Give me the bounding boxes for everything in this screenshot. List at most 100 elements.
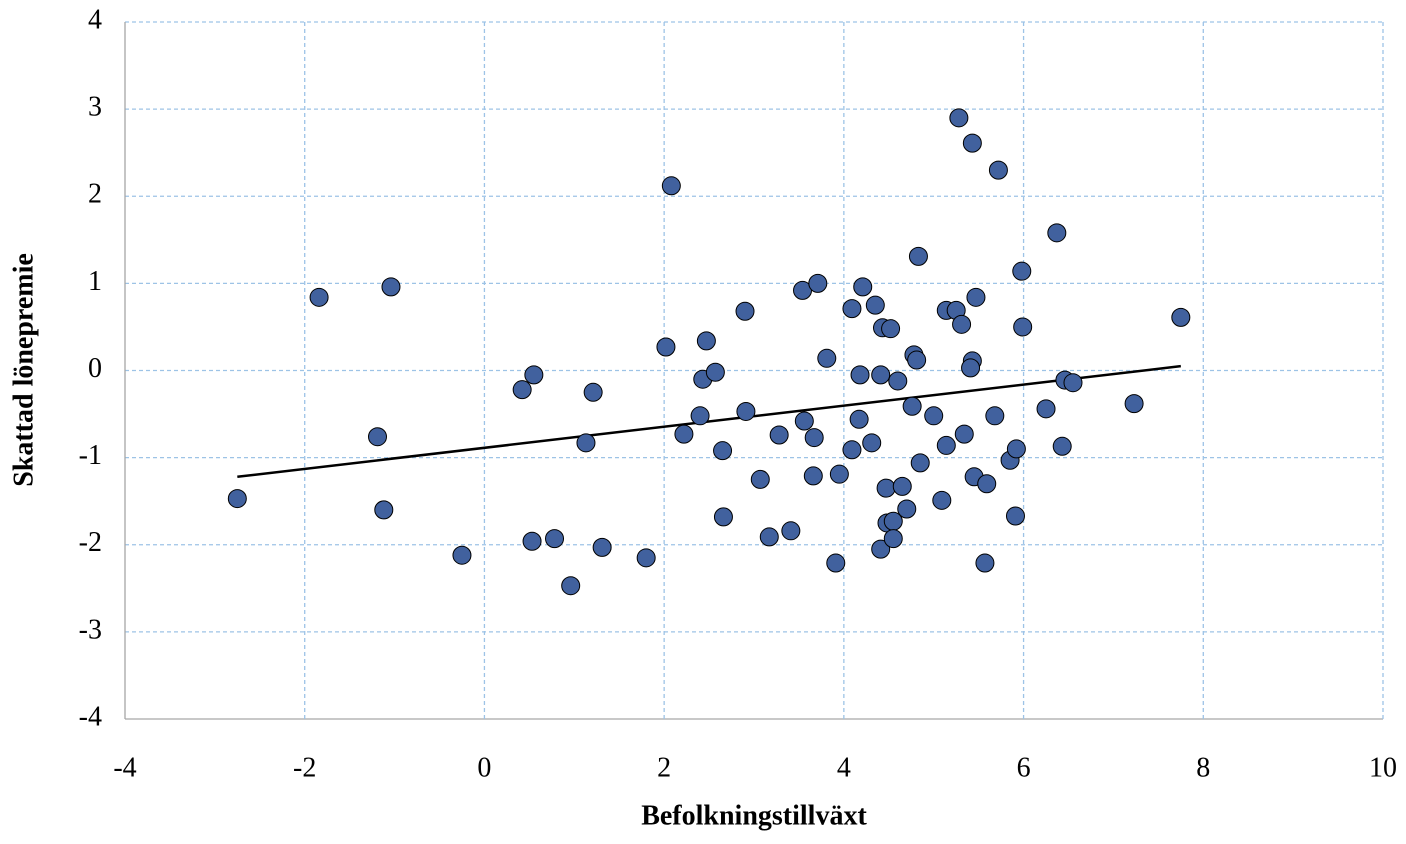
scatter-point (888, 371, 908, 391)
y-tick-label: -2 (79, 527, 102, 558)
scatter-point (865, 295, 885, 315)
scatter-point (512, 380, 532, 400)
scatter-point (949, 108, 969, 128)
scatter-point (524, 365, 544, 385)
x-tick-label: 0 (477, 752, 491, 783)
scatter-point (932, 490, 952, 510)
scatter-point (883, 529, 903, 549)
scatter-point (1052, 436, 1072, 456)
scatter-point (309, 287, 329, 307)
scatter-point (842, 440, 862, 460)
scatter-point (452, 545, 472, 565)
x-tick-label: 6 (1017, 752, 1031, 783)
scatter-point (583, 382, 603, 402)
x-tick-label: -2 (293, 752, 316, 783)
scatter-point (897, 499, 917, 519)
y-tick-label: 4 (88, 4, 102, 35)
scatter-point (871, 365, 891, 385)
scatter-point (954, 424, 974, 444)
x-tick-label: 10 (1369, 752, 1397, 783)
scatter-point (829, 464, 849, 484)
scatter-point (849, 409, 869, 429)
trendline (237, 364, 1181, 479)
scatter-point (936, 435, 956, 455)
scatter-point (656, 337, 676, 357)
x-tick-label: 4 (837, 752, 851, 783)
scatter-point (1124, 394, 1144, 414)
y-axis-title: Skattad lönepremie (8, 253, 39, 487)
scatter-point (735, 301, 755, 321)
scatter-point (804, 428, 824, 448)
scatter-point (1006, 439, 1026, 459)
scatter-point (871, 539, 891, 559)
scatter-point (961, 358, 981, 378)
scatter-point (1036, 399, 1056, 419)
scatter-point (781, 521, 801, 541)
scatter-point (962, 133, 982, 153)
scatter-point (908, 246, 928, 266)
scatter-point (966, 287, 986, 307)
scatter-point (862, 433, 882, 453)
scatter-point (826, 553, 846, 573)
scatter-point (1013, 317, 1033, 337)
scatter-point (842, 299, 862, 319)
scatter-point (985, 406, 1005, 426)
scatter-point (381, 277, 401, 297)
scatter-point (794, 411, 814, 431)
scatter-point (850, 365, 870, 385)
scatter-point (907, 350, 927, 370)
scatter-point (690, 406, 710, 426)
scatter-point (902, 396, 922, 416)
scatter-point (736, 401, 756, 421)
scatter-point (576, 433, 596, 453)
x-tick-label: 2 (657, 752, 671, 783)
scatter-point (977, 474, 997, 494)
scatter-point (696, 331, 716, 351)
scatter-point (769, 425, 789, 445)
scatter-point (892, 476, 912, 496)
y-tick-label: 1 (88, 266, 102, 297)
scatter-point (808, 273, 828, 293)
x-axis-title: Befolkningstillväxt (641, 800, 867, 831)
scatter-point (952, 314, 972, 334)
y-tick-label: 2 (88, 179, 102, 210)
scatter-point (674, 424, 694, 444)
y-tick-label: 3 (88, 92, 102, 123)
scatter-point (924, 406, 944, 426)
scatter-point (522, 531, 542, 551)
y-tick-label: -4 (79, 701, 102, 732)
scatter-point (1005, 506, 1025, 526)
scatter-point (853, 277, 873, 297)
scatter-point (881, 319, 901, 339)
y-tick-label: -3 (79, 614, 102, 645)
scatter-point (592, 537, 612, 557)
scatter-point (545, 529, 565, 549)
y-tick-label: -1 (79, 440, 102, 471)
scatter-point (817, 348, 837, 368)
scatter-point (750, 469, 770, 489)
scatter-point (988, 160, 1008, 180)
scatter-point (705, 362, 725, 382)
scatter-point (1063, 373, 1083, 393)
scatter-point (1171, 307, 1191, 327)
y-tick-label: 0 (88, 353, 102, 384)
scatter-point (975, 553, 995, 573)
scatter-point (1012, 261, 1032, 281)
x-tick-label: -4 (113, 752, 136, 783)
scatter-point (661, 176, 681, 196)
scatter-point (713, 507, 733, 527)
scatter-point (876, 478, 896, 498)
scatter-point (636, 548, 656, 568)
x-tick-label: 8 (1196, 752, 1210, 783)
scatter-point (713, 441, 733, 461)
scatter-point (910, 453, 930, 473)
scatter-point (374, 500, 394, 520)
scatter-point (803, 466, 823, 486)
scatter-point (759, 527, 779, 547)
scatter-point (367, 427, 387, 447)
scatter-point (227, 489, 247, 509)
scatter-point (1047, 223, 1067, 243)
scatter-point (561, 576, 581, 596)
